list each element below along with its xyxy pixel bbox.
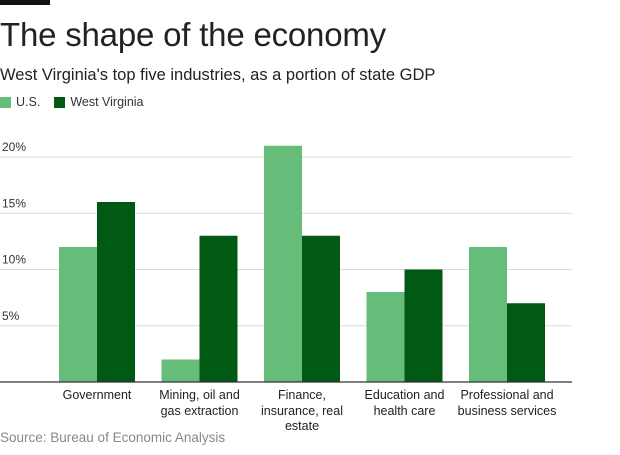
y-tick-label: 5% [2,309,20,323]
bar-us [59,247,97,382]
legend: U.S. West Virginia [0,95,158,109]
bar-wv [97,202,135,382]
chart-subtitle: West Virginia's top five industries, as … [0,66,436,84]
legend-label-wv: West Virginia [70,95,144,109]
legend-item-us: U.S. [0,95,40,109]
x-tick-label: Professional and business services [457,388,557,418]
x-tick-label: Government [62,388,132,402]
bar-chart: 5% 10% 15% 20% [0,140,572,383]
bar-us [161,359,200,382]
legend-swatch-us [0,96,11,108]
x-tick-label: Mining, oil and gas extraction [159,388,240,418]
bar-wv [302,235,340,382]
y-tick-label: 15% [2,196,26,210]
bar-wv [507,303,545,382]
top-accent-bar [0,0,50,5]
x-tick-label: Finance, insurance, real estate [261,388,343,433]
legend-swatch-wv [54,96,66,108]
y-tick-label: 10% [2,253,26,267]
x-tick-label: Education and health care [364,388,445,418]
chart-title: The shape of the economy [0,16,386,53]
legend-item-wv: West Virginia [54,95,144,109]
bar-wv [199,235,238,382]
bar-us [366,292,405,382]
legend-label-us: U.S. [16,95,41,109]
bar-wv [404,269,443,382]
bar-us [469,247,507,382]
bar-us [264,145,302,382]
source-note: Source: Bureau of Economic Analysis [0,430,226,445]
y-tick-label: 20% [2,140,26,154]
